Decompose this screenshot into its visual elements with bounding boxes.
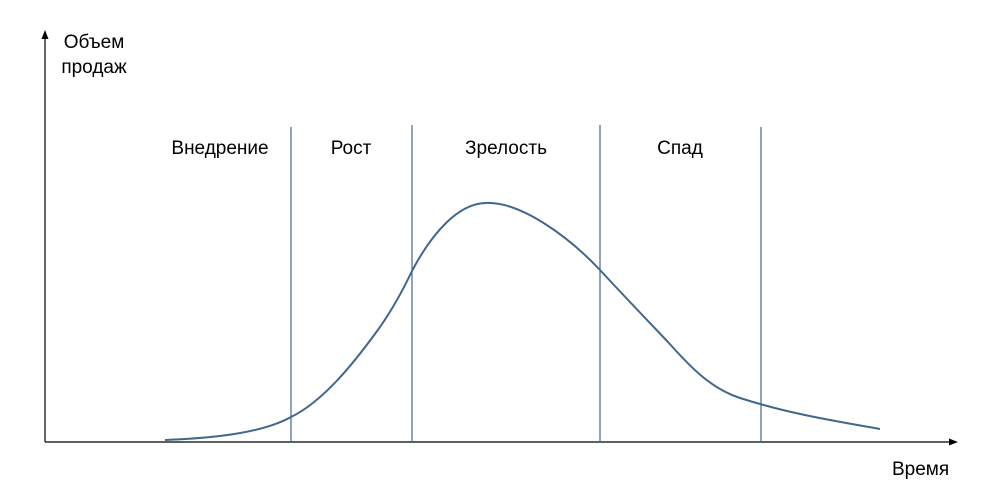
stage-label-decline: Спад: [657, 138, 703, 159]
stage-label-maturity: Зрелость: [465, 138, 547, 159]
sales-curve: [164, 201, 881, 441]
y-axis-label: Объем продаж: [61, 32, 127, 78]
stage-label-growth: Рост: [330, 138, 372, 159]
x-axis-label: Время: [892, 459, 950, 480]
y-axis-arrow: [41, 30, 49, 39]
stage-label-introduction: Внедрение: [171, 138, 269, 159]
x-axis-arrow: [949, 438, 958, 446]
